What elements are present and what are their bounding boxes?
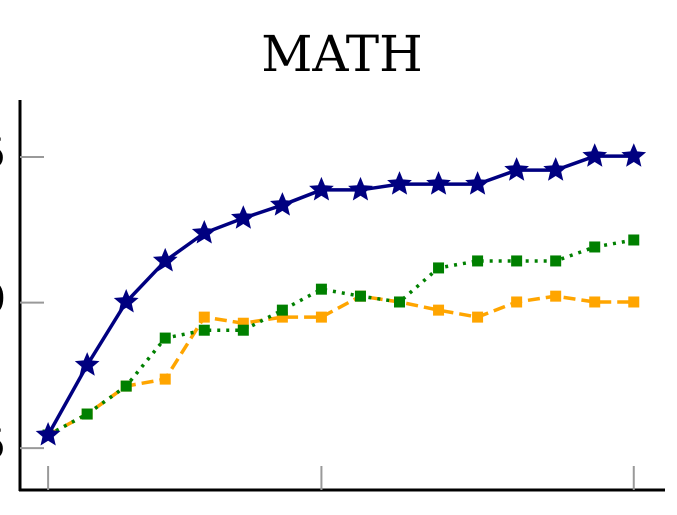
point-marker <box>433 262 445 274</box>
point-marker <box>472 255 484 267</box>
point-marker <box>198 311 210 323</box>
point-marker <box>543 157 568 181</box>
point-marker <box>504 157 529 181</box>
point-marker <box>315 283 327 295</box>
point-marker <box>589 241 601 253</box>
point-marker <box>159 373 171 385</box>
point-marker <box>628 234 640 246</box>
point-marker <box>198 324 210 336</box>
point-marker <box>237 317 249 329</box>
point-marker <box>35 422 61 446</box>
chart-title: MATH <box>261 25 423 83</box>
y-tick-label: 30 <box>0 277 6 323</box>
point-marker <box>315 311 327 323</box>
series-line <box>47 238 635 437</box>
y-tick-label: 25 <box>0 422 6 468</box>
point-marker <box>348 176 373 201</box>
point-marker <box>276 304 288 316</box>
point-marker <box>472 311 484 323</box>
point-marker <box>511 255 523 267</box>
point-marker <box>628 296 640 308</box>
point-marker <box>152 247 178 272</box>
point-marker <box>394 296 406 308</box>
point-marker <box>550 255 562 267</box>
point-marker <box>354 290 366 302</box>
point-marker <box>74 352 100 376</box>
point-marker <box>113 289 139 313</box>
point-marker <box>270 192 295 216</box>
point-marker <box>120 380 132 392</box>
point-marker <box>589 296 601 308</box>
series-line <box>47 294 634 437</box>
point-marker <box>511 296 523 308</box>
point-marker <box>426 171 451 195</box>
point-marker <box>237 324 249 336</box>
point-marker <box>159 332 171 344</box>
point-marker <box>191 220 217 244</box>
point-marker <box>387 171 412 195</box>
point-marker <box>550 290 562 302</box>
point-marker <box>621 143 647 167</box>
point-marker <box>433 304 445 316</box>
point-marker <box>309 176 334 201</box>
y-tick-label: 35 <box>0 131 6 177</box>
point-marker <box>276 311 288 323</box>
series-line <box>46 154 634 436</box>
point-marker <box>582 143 608 167</box>
point-marker <box>231 205 256 229</box>
point-marker <box>81 408 93 420</box>
point-marker <box>465 171 490 195</box>
